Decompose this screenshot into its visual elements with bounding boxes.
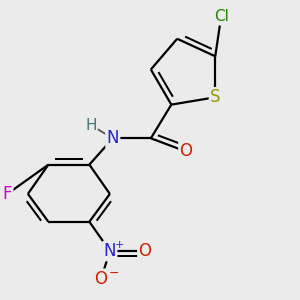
- Text: N: N: [106, 129, 119, 147]
- Text: +: +: [115, 240, 124, 250]
- Text: Cl: Cl: [214, 9, 229, 24]
- Text: −: −: [109, 266, 119, 280]
- Text: S: S: [210, 88, 220, 106]
- Text: H: H: [85, 118, 97, 133]
- Text: O: O: [179, 142, 193, 160]
- Text: N: N: [103, 242, 116, 260]
- Text: O: O: [94, 270, 108, 288]
- Text: O: O: [139, 242, 152, 260]
- Text: F: F: [3, 185, 12, 203]
